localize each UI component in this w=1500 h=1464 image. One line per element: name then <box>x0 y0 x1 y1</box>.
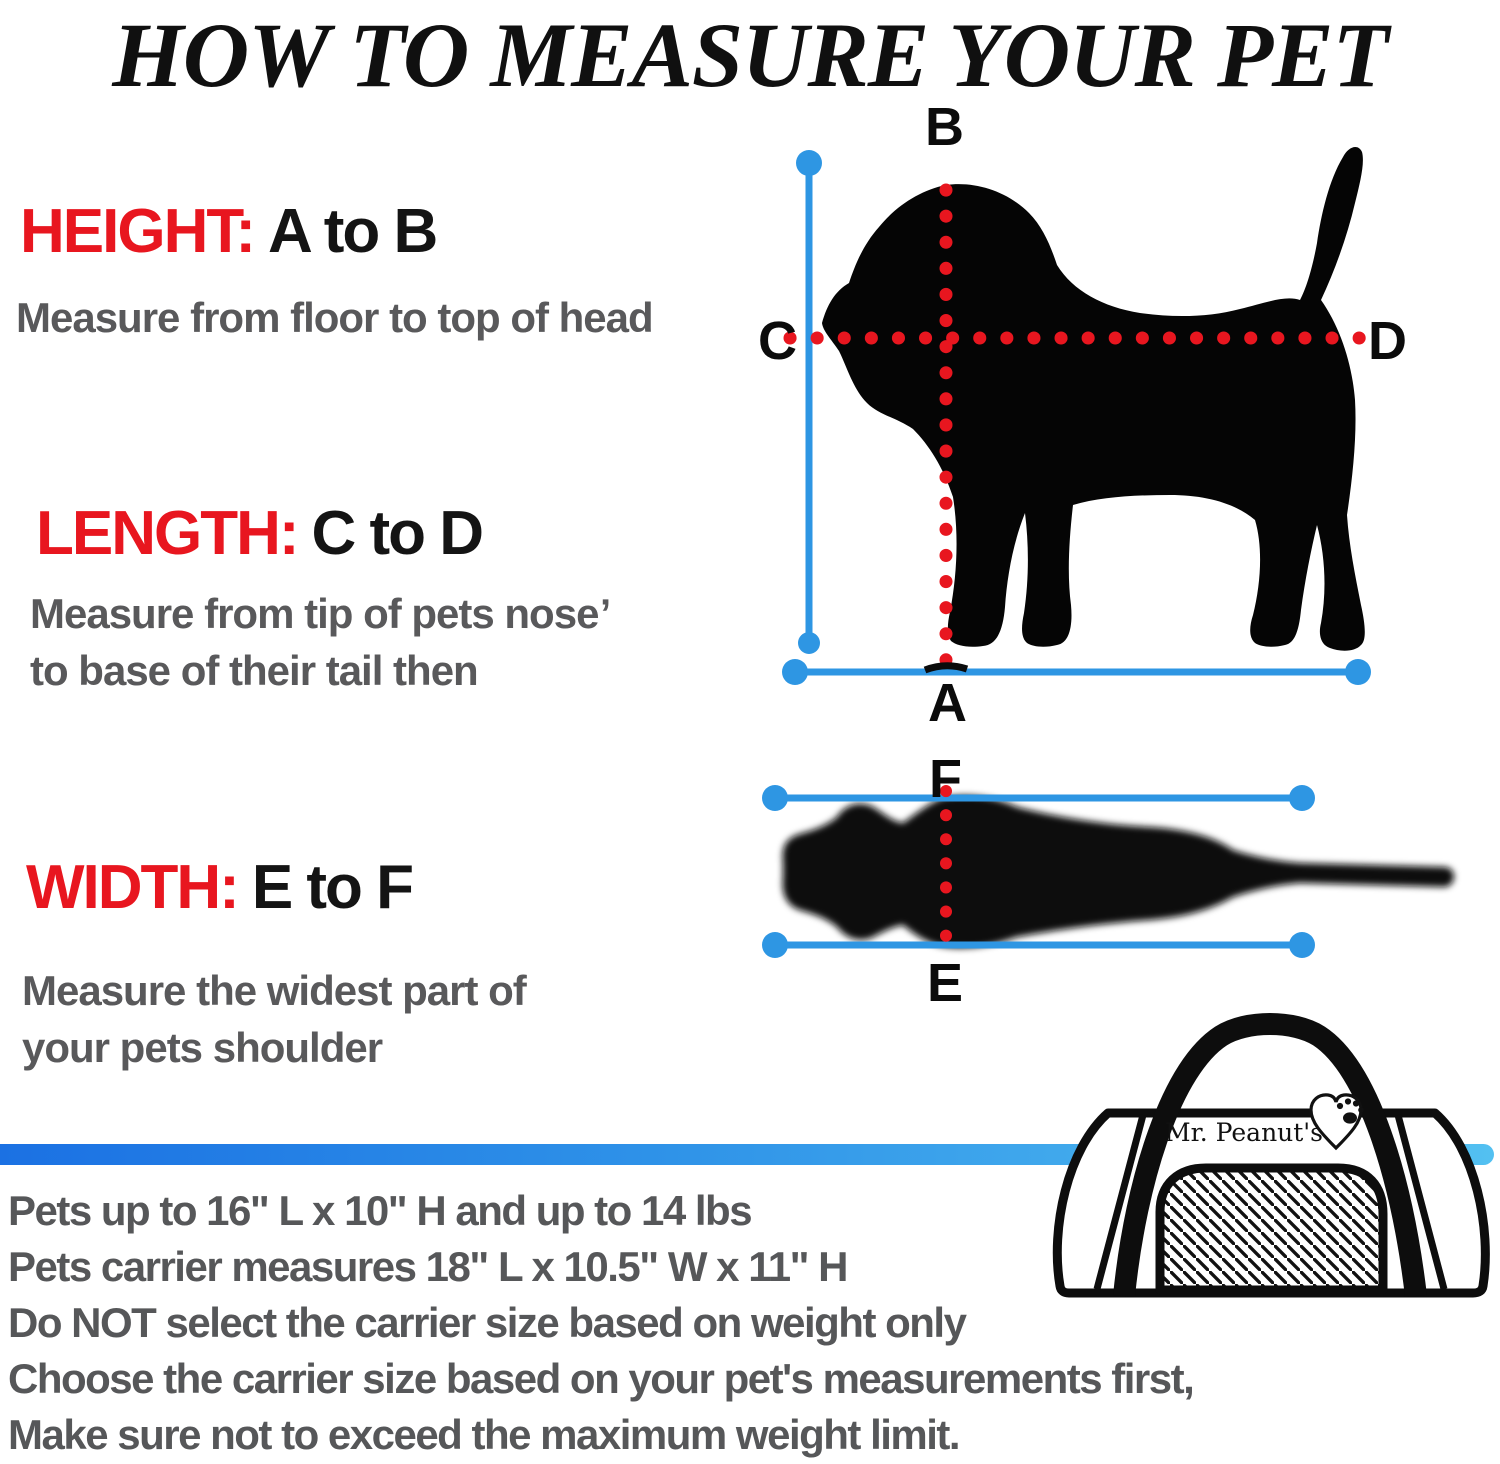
width-label: WIDTH: <box>26 853 240 922</box>
point-label-c: C <box>758 311 797 371</box>
width-bottom-left-dot <box>762 932 788 958</box>
length-description: Measure from tip of pets nose to base of… <box>30 585 599 699</box>
heart-paw-icon <box>1309 1093 1364 1151</box>
width-description-line1: Measure the widest part of <box>22 967 527 1014</box>
height-range: A to B <box>268 197 438 266</box>
width-top-right-dot <box>1289 785 1315 811</box>
length-description-line2: to base of their tail then <box>30 647 479 694</box>
height-description: Measure from floor to top of head <box>16 294 654 341</box>
point-label-d: D <box>1368 311 1407 371</box>
length-description-line1: Measure from tip of pets nose <box>30 590 599 637</box>
a-tick-mark <box>923 662 969 674</box>
width-section-heading: WIDTH: E to F <box>26 852 414 923</box>
length-section-heading: LENGTH: C to D <box>36 498 485 569</box>
stray-apostrophe: ’ <box>600 592 612 636</box>
width-top-left-dot <box>762 785 788 811</box>
floor-line-right-dot <box>1345 659 1371 685</box>
side-view-dog-diagram <box>782 146 1371 685</box>
length-range: C to D <box>311 499 485 568</box>
carrier-mesh-door <box>1155 1163 1388 1295</box>
length-label: LENGTH: <box>36 499 300 568</box>
height-line-top-dot <box>796 150 822 176</box>
carrier-right-seam <box>1394 1114 1448 1290</box>
dog-side-silhouette <box>822 146 1365 651</box>
page-title: HOW TO MEASURE YOUR PET <box>112 4 1389 106</box>
footer-line-3: Do NOT select the carrier size based on … <box>8 1299 967 1346</box>
carrier-handle <box>1113 1013 1427 1298</box>
footer-line-2: Pets carrier measures 18" L x 10.5" W x … <box>8 1243 849 1290</box>
width-range: E to F <box>251 853 414 922</box>
footer-line-5: Make sure not to exceed the maximum weig… <box>8 1411 961 1458</box>
point-label-f: F <box>929 749 962 809</box>
top-view-dog-diagram <box>762 785 1454 958</box>
width-bottom-right-dot <box>1289 932 1315 958</box>
width-description-line2: your pets shoulder <box>22 1024 383 1071</box>
height-section-heading: HEIGHT: A to B <box>20 196 438 267</box>
footer-text-block: Pets up to 16" L x 10" H and up to 14 lb… <box>8 1183 1195 1463</box>
floor-line-left-dot <box>782 659 808 685</box>
point-label-e: E <box>927 953 963 1013</box>
dog-top-silhouette <box>782 795 1454 948</box>
point-label-a: A <box>928 673 967 733</box>
width-description: Measure the widest part of your pets sho… <box>22 962 527 1076</box>
footer-line-1: Pets up to 16" L x 10" H and up to 14 lb… <box>8 1187 753 1234</box>
carrier-brand-text: Mr. Peanut's <box>1165 1118 1323 1147</box>
carrier-left-seam <box>1093 1114 1147 1290</box>
pet-carrier-drawing: Mr. Peanut's <box>1052 1013 1490 1298</box>
footer-line-4: Choose the carrier size based on your pe… <box>8 1355 1195 1402</box>
height-line-bottom-dot <box>798 632 820 654</box>
point-label-b: B <box>925 97 964 157</box>
height-label: HEIGHT: <box>20 197 256 266</box>
